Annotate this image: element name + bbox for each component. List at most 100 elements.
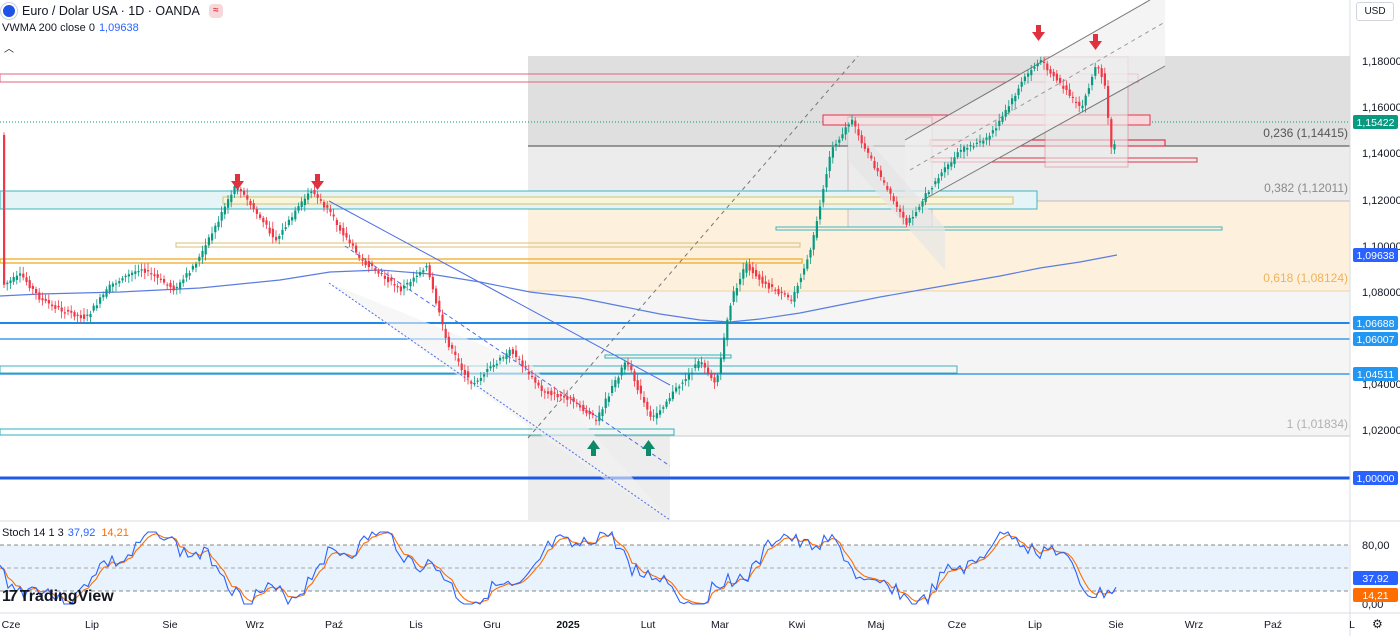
symbol-header[interactable]: Euro / Dolar USA · 1D · OANDA ≈ <box>0 2 223 20</box>
stoch-tick: 80,00 <box>1362 540 1390 552</box>
symbol-title: Euro / Dolar USA · 1D · OANDA <box>22 4 200 18</box>
candle <box>655 406 658 425</box>
candle <box>1065 80 1068 95</box>
candle <box>591 410 594 419</box>
candle <box>969 141 972 152</box>
time-label: Sie <box>1108 619 1123 631</box>
candle <box>726 317 729 347</box>
time-label: Gru <box>483 619 501 631</box>
candle <box>1100 64 1103 84</box>
currency-button[interactable]: USD <box>1356 2 1394 21</box>
stoch-d-line <box>0 532 1117 605</box>
candle <box>1017 84 1020 100</box>
candle <box>761 270 764 288</box>
candle <box>268 221 271 237</box>
candle <box>57 300 60 311</box>
collapse-legend-icon[interactable]: ︿ <box>4 44 14 55</box>
candle <box>175 282 178 295</box>
candle <box>975 138 978 148</box>
candle <box>140 263 143 278</box>
candle <box>790 295 793 304</box>
candle <box>943 161 946 178</box>
currency-pair-icon <box>1 3 17 19</box>
candle <box>643 391 646 407</box>
settings-gear-icon[interactable]: ⚙ <box>1372 617 1383 631</box>
candle <box>675 382 678 394</box>
time-label: Paź <box>1264 619 1282 631</box>
candle <box>1001 111 1004 125</box>
candle <box>796 282 799 299</box>
candle <box>623 359 626 375</box>
candle <box>719 352 722 381</box>
tradingview-logo[interactable]: 17 TradingView <box>2 588 114 606</box>
candle <box>1030 64 1033 82</box>
candle <box>1011 94 1014 111</box>
candle <box>911 210 914 226</box>
candle <box>54 300 57 313</box>
candle <box>489 361 492 371</box>
candle <box>857 123 860 141</box>
candle <box>143 263 146 279</box>
candle <box>665 399 668 409</box>
candle <box>758 271 761 287</box>
candle <box>431 272 434 294</box>
support-zone-4 <box>175 242 801 248</box>
candle <box>515 345 518 362</box>
candle <box>214 222 217 239</box>
candle <box>70 305 73 319</box>
candle <box>284 221 287 232</box>
candle <box>412 271 415 287</box>
candle <box>604 392 607 414</box>
candle <box>172 280 175 295</box>
candle <box>940 168 943 181</box>
candle <box>524 360 527 371</box>
candle <box>844 122 847 141</box>
buy-arrow-1 <box>587 440 600 456</box>
candle <box>748 258 751 276</box>
price-tick: 1,18000 <box>1362 56 1400 68</box>
price-badge-level: 1,06688 <box>1353 316 1398 330</box>
candle <box>710 369 713 381</box>
candle <box>1113 140 1116 154</box>
candle <box>1068 83 1071 99</box>
candle <box>303 194 306 212</box>
candle <box>579 400 582 411</box>
vwma-legend[interactable]: VWMA 200 close 0 1,09638 <box>2 22 139 34</box>
candle <box>1055 69 1058 84</box>
market-status-icon[interactable]: ≈ <box>208 4 223 18</box>
candle <box>479 371 482 386</box>
stoch-d-badge: 14,21 <box>1353 588 1398 602</box>
candle <box>876 162 879 177</box>
candle <box>89 310 92 324</box>
candle <box>342 222 345 242</box>
candle <box>905 215 908 228</box>
candle <box>105 286 108 299</box>
candle <box>1075 96 1078 109</box>
candle <box>521 354 524 373</box>
candle <box>908 214 911 226</box>
candle <box>620 364 623 380</box>
candle <box>220 206 223 228</box>
candle <box>787 292 790 301</box>
time-label: Kwi <box>789 619 806 631</box>
candle <box>364 258 367 268</box>
candle <box>572 393 575 409</box>
candle <box>543 388 546 399</box>
candle <box>35 286 38 300</box>
candle <box>204 238 207 261</box>
candle <box>988 132 991 146</box>
candle <box>902 205 905 225</box>
candle <box>879 165 882 181</box>
candle <box>937 173 940 190</box>
candle <box>924 186 927 206</box>
candle <box>630 360 633 373</box>
stoch-legend[interactable]: Stoch 14 1 3 37,92 14,21 <box>2 527 129 539</box>
candle <box>671 385 674 402</box>
time-label: Mar <box>711 619 730 631</box>
candle <box>239 186 242 198</box>
candle <box>991 125 994 138</box>
candle <box>108 280 111 295</box>
candle <box>227 195 230 214</box>
candle <box>502 355 505 362</box>
